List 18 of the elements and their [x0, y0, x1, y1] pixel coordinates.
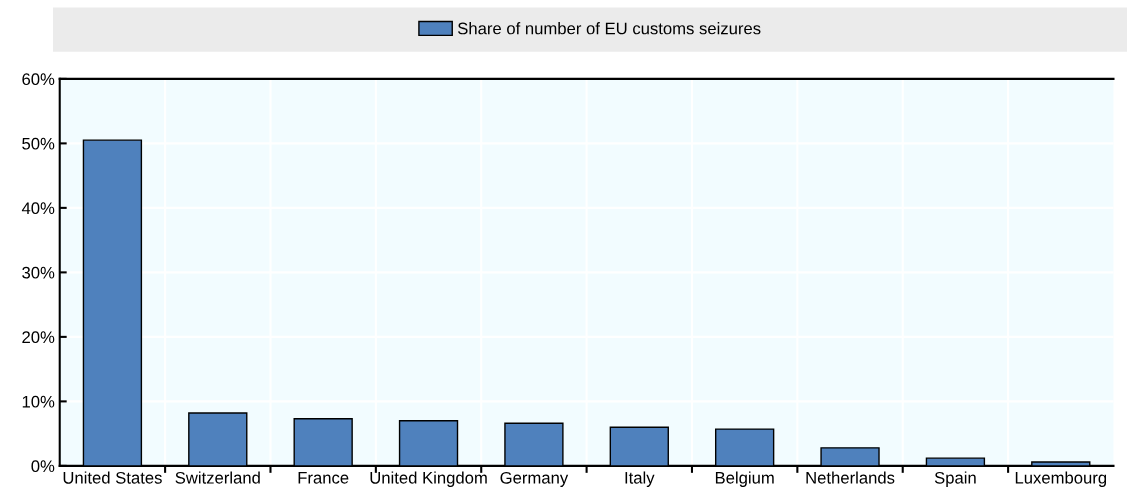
x-tick-label: Netherlands — [806, 471, 895, 484]
y-tick-label: 0% — [31, 460, 55, 473]
x-tick-label: France — [298, 472, 349, 484]
x-tick-label: Belgium — [715, 471, 774, 487]
y-tick-label: 10% — [22, 395, 55, 408]
x-tick-label: Luxembourg — [1015, 471, 1107, 487]
y-tick-label: 40% — [21, 202, 55, 215]
x-tick-label: United States — [63, 471, 162, 484]
x-tick-label: Switzerland — [175, 471, 260, 484]
x-tick-label: Spain — [934, 471, 976, 487]
y-tick-label: 30% — [22, 266, 55, 279]
x-tick-label: United Kingdom — [370, 471, 487, 487]
y-tick-label: 60% — [22, 73, 55, 86]
x-tick-label: Italy — [625, 471, 655, 487]
y-tick-label: 50% — [22, 137, 55, 150]
y-tick-label: 20% — [22, 331, 55, 344]
legend-label: Share of number of EU customs seizures — [458, 22, 761, 35]
x-tick-label: Germany — [500, 471, 569, 487]
